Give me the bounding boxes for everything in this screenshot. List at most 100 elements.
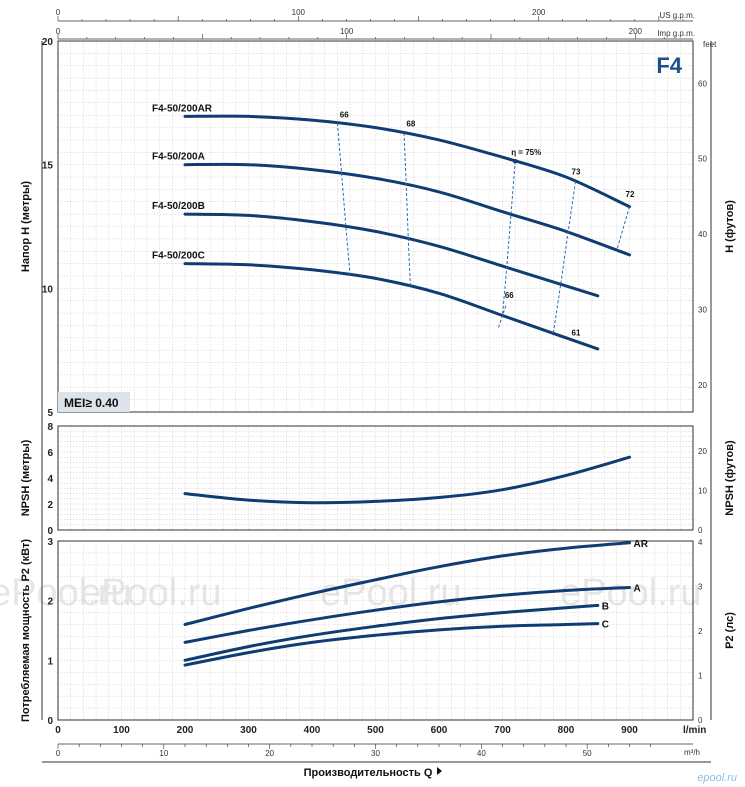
usgpm-tick-label: 100 bbox=[292, 8, 306, 17]
series-line-b bbox=[183, 603, 600, 662]
efficiency-line bbox=[403, 133, 411, 287]
series-end-label: B bbox=[602, 601, 609, 612]
y-axis-label: NPSH (метры) bbox=[20, 439, 32, 516]
series-label: F4-50/200C bbox=[152, 251, 205, 262]
y-right-tick-label: 30 bbox=[698, 306, 707, 315]
efficiency-label: 68 bbox=[406, 119, 415, 128]
y-right-tick-label: 2 bbox=[698, 627, 703, 636]
m3h-tick-label: 50 bbox=[583, 749, 592, 758]
y-right-tick-label: 0 bbox=[698, 716, 703, 725]
y-tick-label: 6 bbox=[47, 448, 53, 459]
y-axis-label: Напор H (метры) bbox=[20, 181, 32, 272]
axis-xlabel: Производительность Q bbox=[304, 767, 433, 779]
usgpm-tick-label: 0 bbox=[56, 8, 61, 17]
y-right-tick-label: 10 bbox=[698, 486, 707, 495]
mei-badge-bg bbox=[58, 392, 130, 412]
efficiency-line bbox=[552, 181, 576, 334]
y-tick-label: 20 bbox=[42, 37, 54, 48]
x-tick-label: 700 bbox=[494, 725, 511, 736]
efficiency-line bbox=[498, 303, 507, 328]
efficiency-line bbox=[336, 123, 351, 276]
y-tick-label: 1 bbox=[47, 656, 53, 667]
y-right-tick-label: 20 bbox=[698, 447, 707, 456]
x-tick-label: 0 bbox=[55, 725, 61, 736]
x-unit-m3h: m³/h bbox=[684, 748, 700, 757]
y-right-tick-label: 50 bbox=[698, 155, 707, 164]
y-right-tick-label: 0 bbox=[698, 526, 703, 535]
best-efficiency-point bbox=[513, 159, 518, 164]
x-tick-label: 800 bbox=[558, 725, 575, 736]
y-tick-label: 0 bbox=[47, 526, 53, 537]
y-right-axis-label: NPSH (футов) bbox=[724, 440, 736, 516]
efficiency-label: 73 bbox=[572, 168, 581, 177]
y-tick-label: 2 bbox=[47, 500, 53, 511]
series-line-f4-50-200ar bbox=[183, 114, 631, 209]
frame-layer bbox=[41, 40, 712, 721]
efficiency-label: η = 75% bbox=[511, 148, 541, 157]
x-tick-label: 100 bbox=[113, 725, 130, 736]
series-label: F4-50/200B bbox=[152, 201, 205, 212]
logo-text: epool.ru bbox=[697, 772, 737, 784]
x-unit-impgpm: Imp g.p.m. bbox=[657, 29, 695, 38]
y-tick-label: 8 bbox=[47, 422, 53, 433]
y-tick-label: 0 bbox=[47, 716, 53, 727]
y-right-tick-label: 3 bbox=[698, 583, 703, 592]
x-unit-main: l/min bbox=[683, 725, 706, 736]
series-line-f4-50-200b bbox=[183, 212, 600, 298]
y-right-axis-label: P2 (лс) bbox=[724, 612, 736, 649]
series-line-c bbox=[183, 622, 600, 667]
y-right-tick-label: 40 bbox=[698, 230, 707, 239]
impgpm-tick-label: 100 bbox=[340, 27, 354, 36]
m3h-tick-label: 0 bbox=[56, 749, 61, 758]
efficiency-label: 66 bbox=[340, 111, 349, 120]
watermark-text: ePool.ru bbox=[80, 572, 222, 614]
x-tick-label: 600 bbox=[431, 725, 448, 736]
y-axis-label: Потребляемая мощность P2 (кВт) bbox=[20, 539, 32, 722]
efficiency-line bbox=[616, 206, 630, 251]
y-right-axis-label: H (футов) bbox=[724, 200, 736, 253]
chart-title: F4 bbox=[656, 53, 682, 78]
mei-badge: MEI≥ 0.40 bbox=[64, 396, 119, 410]
x-tick-label: 300 bbox=[240, 725, 257, 736]
x-tick-label: 500 bbox=[367, 725, 384, 736]
m3h-tick-label: 40 bbox=[477, 749, 486, 758]
impgpm-tick-label: 0 bbox=[56, 27, 61, 36]
x-tick-label: 900 bbox=[621, 725, 638, 736]
panel-frame bbox=[57, 425, 694, 531]
efficiency-label: 61 bbox=[572, 328, 581, 337]
y-tick-label: 4 bbox=[47, 474, 53, 485]
x-unit-usgpm: US g.p.m. bbox=[659, 11, 695, 20]
label-layer: Напор H (метры) H (футов) NPSH (метры) NPSH… bbox=[20, 103, 736, 722]
panel-frame bbox=[57, 540, 694, 721]
xlabel-arrow-icon bbox=[437, 767, 442, 775]
y-tick-label: 2 bbox=[47, 597, 53, 608]
series-end-label: A bbox=[634, 584, 641, 595]
grid-layer bbox=[57, 40, 694, 721]
m3h-tick-label: 30 bbox=[371, 749, 380, 758]
y-right-tick-label: 60 bbox=[698, 79, 707, 88]
y-right-tick-label: 20 bbox=[698, 381, 707, 390]
panel-frame bbox=[57, 40, 694, 413]
efficiency-line bbox=[502, 161, 516, 316]
y-tick-label: 15 bbox=[42, 161, 54, 172]
series-end-label: C bbox=[602, 620, 609, 631]
series-label: F4-50/200AR bbox=[152, 103, 213, 114]
impgpm-tick-label: 200 bbox=[629, 27, 643, 36]
series-line-ar bbox=[183, 541, 631, 626]
series-line-a bbox=[183, 586, 631, 644]
m3h-tick-label: 10 bbox=[159, 749, 168, 758]
y-right-tick-label: 1 bbox=[698, 672, 703, 681]
y-tick-label: 3 bbox=[47, 537, 53, 548]
y-tick-label: 5 bbox=[47, 408, 53, 419]
efficiency-label: 72 bbox=[626, 190, 635, 199]
x-tick-label: 200 bbox=[177, 725, 194, 736]
y-tick-label: 10 bbox=[42, 284, 54, 295]
y-right-tick-label: 4 bbox=[698, 538, 703, 547]
m3h-tick-label: 20 bbox=[265, 749, 274, 758]
series-line-npsh bbox=[183, 455, 631, 505]
series-end-label: AR bbox=[634, 539, 649, 550]
series-line-f4-50-200a bbox=[183, 162, 631, 257]
